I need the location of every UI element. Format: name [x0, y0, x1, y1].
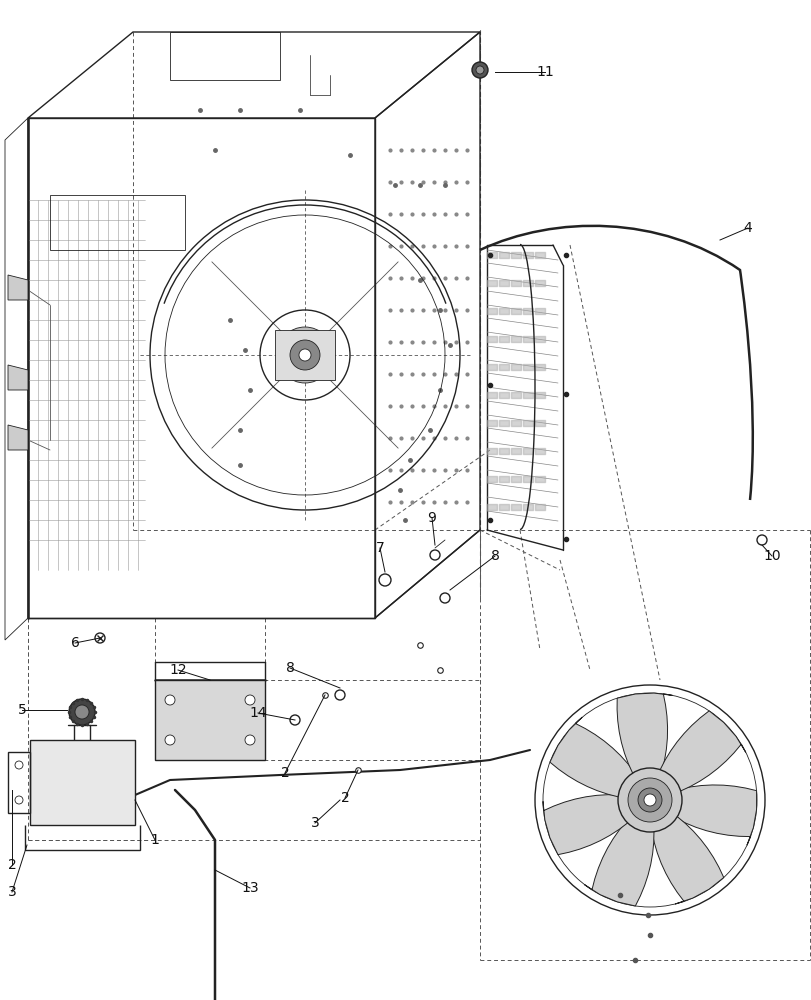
Polygon shape	[543, 795, 627, 855]
Circle shape	[335, 690, 345, 700]
Circle shape	[290, 340, 320, 370]
Polygon shape	[549, 717, 633, 797]
Circle shape	[471, 62, 487, 78]
Polygon shape	[275, 330, 335, 380]
Circle shape	[637, 788, 661, 812]
Text: 11: 11	[535, 65, 553, 79]
Circle shape	[643, 794, 655, 806]
FancyBboxPatch shape	[30, 740, 135, 825]
Circle shape	[15, 796, 23, 804]
Text: 4: 4	[743, 221, 752, 235]
Text: 2: 2	[7, 858, 16, 872]
Text: 7: 7	[375, 541, 384, 555]
Polygon shape	[659, 711, 744, 791]
Text: 1: 1	[150, 833, 159, 847]
Text: 10: 10	[762, 549, 780, 563]
Text: 3: 3	[311, 816, 319, 830]
Text: 6: 6	[71, 636, 79, 650]
Text: 3: 3	[7, 885, 16, 899]
Text: 2: 2	[340, 791, 349, 805]
Polygon shape	[8, 275, 28, 300]
Text: 9: 9	[427, 511, 436, 525]
Circle shape	[298, 349, 311, 361]
Circle shape	[627, 778, 672, 822]
Text: 14: 14	[249, 706, 267, 720]
Circle shape	[756, 535, 766, 545]
Bar	[155, 680, 264, 760]
Circle shape	[440, 593, 449, 603]
Circle shape	[430, 550, 440, 560]
Text: 13: 13	[241, 881, 259, 895]
Circle shape	[165, 735, 175, 745]
Circle shape	[290, 715, 299, 725]
Text: 8: 8	[490, 549, 499, 563]
Text: 2: 2	[281, 766, 289, 780]
Circle shape	[15, 761, 23, 769]
Polygon shape	[676, 785, 756, 845]
Polygon shape	[8, 365, 28, 390]
Text: 12: 12	[169, 663, 187, 677]
Circle shape	[95, 633, 105, 643]
Polygon shape	[651, 817, 723, 904]
Circle shape	[379, 574, 391, 586]
Circle shape	[475, 66, 483, 74]
Circle shape	[75, 705, 89, 719]
Circle shape	[617, 768, 681, 832]
Circle shape	[245, 695, 255, 705]
Circle shape	[245, 735, 255, 745]
Circle shape	[165, 695, 175, 705]
Text: 8: 8	[285, 661, 294, 675]
Polygon shape	[616, 693, 672, 773]
Polygon shape	[584, 821, 653, 906]
Circle shape	[69, 699, 95, 725]
Text: 5: 5	[18, 703, 26, 717]
Polygon shape	[8, 425, 28, 450]
Circle shape	[277, 327, 333, 383]
